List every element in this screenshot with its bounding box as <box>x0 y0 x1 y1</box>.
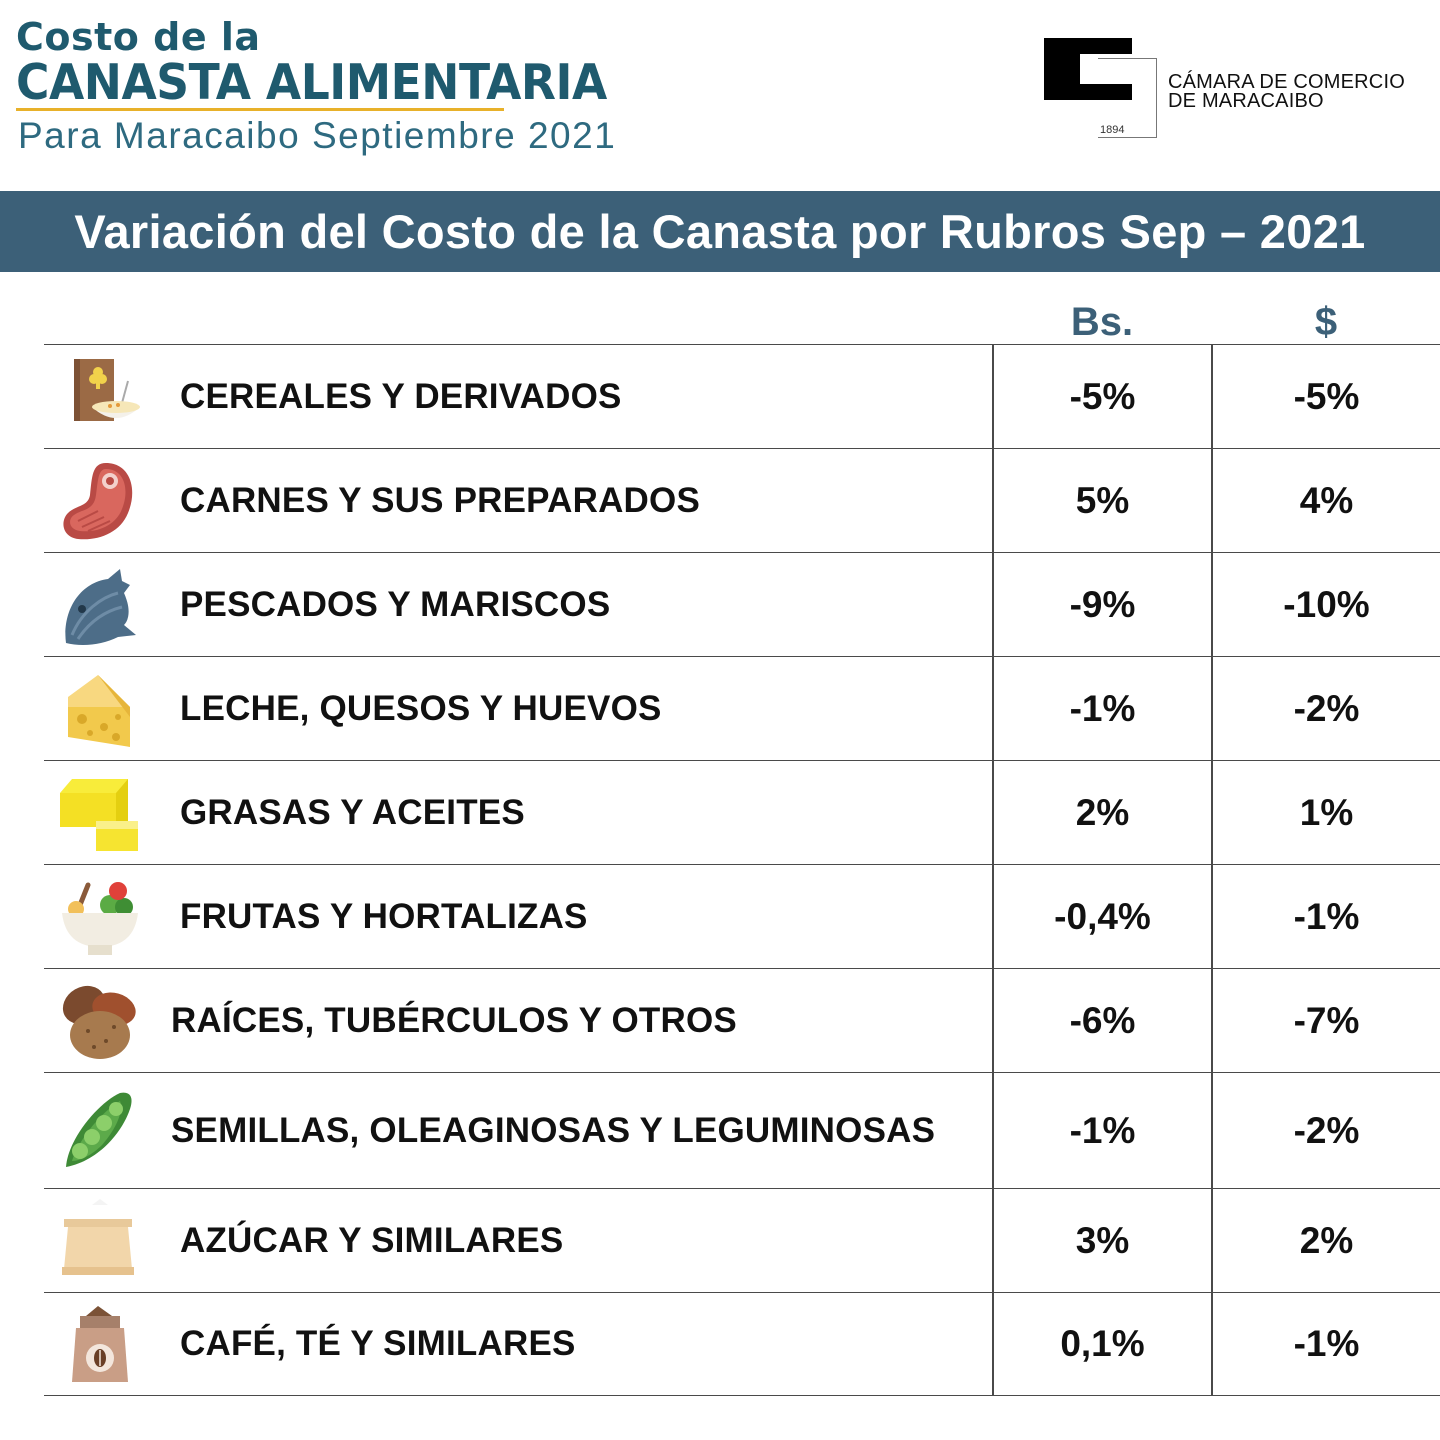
logo-name-line1: CÁMARA DE COMERCIO <box>1168 71 1405 93</box>
bs-variation: 0,1% <box>1060 1323 1145 1364</box>
bs-variation: -0,4% <box>1054 895 1151 937</box>
usd-variation: -10% <box>1283 583 1370 625</box>
category-label: LECHE, QUESOS Y HUEVOS <box>180 688 662 728</box>
usd-variation: 2% <box>1299 1219 1354 1261</box>
category-label: RAÍCES, TUBÉRCULOS Y OTROS <box>171 1000 737 1040</box>
category-label: PESCADOS Y MARISCOS <box>180 584 611 624</box>
bs-variation: -1% <box>1069 1109 1136 1151</box>
cheese-icon <box>58 667 142 751</box>
title-underline <box>16 108 504 111</box>
bs-variation: -1% <box>1069 687 1136 729</box>
category-label: CARNES Y SUS PREPARADOS <box>180 480 700 520</box>
category-label: FRUTAS Y HORTALIZAS <box>180 896 588 936</box>
usd-variation: -7% <box>1293 999 1360 1041</box>
usd-variation: 4% <box>1299 479 1354 521</box>
report-title-line2: CANASTA ALIMENTARIA <box>16 54 607 111</box>
fish-icon <box>58 563 142 647</box>
category-label: AZÚCAR Y SIMILARES <box>180 1220 564 1260</box>
logo-year: 1894 <box>1100 124 1125 136</box>
salad-bowl-icon <box>58 875 142 959</box>
bs-variation: 2% <box>1075 791 1130 833</box>
variation-table: CEREALES Y DERIVADOS -5% -5% CARNES Y SU… <box>44 344 1440 1396</box>
logo-name-line2: DE MARACAIBO <box>1168 90 1324 112</box>
usd-variation: -1% <box>1293 1323 1360 1364</box>
usd-variation: -2% <box>1293 1109 1360 1151</box>
category-label: CEREALES Y DERIVADOS <box>180 376 622 416</box>
pea-pod-icon <box>58 1089 142 1173</box>
logo-mark-icon <box>1044 38 1160 118</box>
category-label: GRASAS Y ACEITES <box>180 792 525 832</box>
cereal-icon <box>58 355 142 439</box>
bs-variation: -5% <box>1069 375 1136 417</box>
table-row: LECHE, QUESOS Y HUEVOS -1% -2% <box>44 656 1440 760</box>
usd-variation: -1% <box>1293 895 1360 937</box>
category-label: CAFÉ, TÉ Y SIMILARES <box>180 1324 576 1363</box>
table-row: SEMILLAS, OLEAGINOSAS Y LEGUMINOSAS -1% … <box>44 1072 1440 1188</box>
table-row: GRASAS Y ACEITES 2% 1% <box>44 760 1440 864</box>
usd-variation: -5% <box>1293 375 1360 417</box>
bs-variation: 5% <box>1075 479 1130 521</box>
column-header-bs: Bs. <box>1070 300 1134 344</box>
category-label: SEMILLAS, OLEAGINOSAS Y LEGUMINOSAS <box>171 1110 936 1150</box>
butter-icon <box>58 771 142 855</box>
meat-icon <box>58 459 142 543</box>
table-row: CAFÉ, TÉ Y SIMILARES 0,1% -1% <box>44 1292 1440 1396</box>
table-row: AZÚCAR Y SIMILARES 3% 2% <box>44 1188 1440 1292</box>
section-banner: Variación del Costo de la Canasta por Ru… <box>0 191 1440 272</box>
table-row: CEREALES Y DERIVADOS -5% -5% <box>44 344 1440 448</box>
sugar-sack-icon <box>58 1198 142 1283</box>
table-row: FRUTAS Y HORTALIZAS -0,4% -1% <box>44 864 1440 968</box>
potato-icon <box>58 979 142 1063</box>
usd-variation: -2% <box>1293 687 1360 729</box>
bs-variation: 3% <box>1075 1219 1130 1261</box>
report-subtitle: Para Maracaibo Septiembre 2021 <box>18 115 617 156</box>
column-header-usd: $ <box>1314 300 1338 344</box>
chamber-logo: CÁMARA DE COMERCIO DE MARACAIBO 1894 <box>1044 38 1424 148</box>
coffee-bag-icon <box>58 1302 142 1386</box>
report-title-line1: Costo de la <box>16 15 261 59</box>
table-row: CARNES Y SUS PREPARADOS 5% 4% <box>44 448 1440 552</box>
logo-frame <box>1098 58 1157 138</box>
bs-variation: -9% <box>1069 583 1136 625</box>
usd-variation: 1% <box>1299 791 1354 833</box>
table-row: PESCADOS Y MARISCOS -9% -10% <box>44 552 1440 656</box>
bs-variation: -6% <box>1069 999 1136 1041</box>
table-row: RAÍCES, TUBÉRCULOS Y OTROS -6% -7% <box>44 968 1440 1072</box>
